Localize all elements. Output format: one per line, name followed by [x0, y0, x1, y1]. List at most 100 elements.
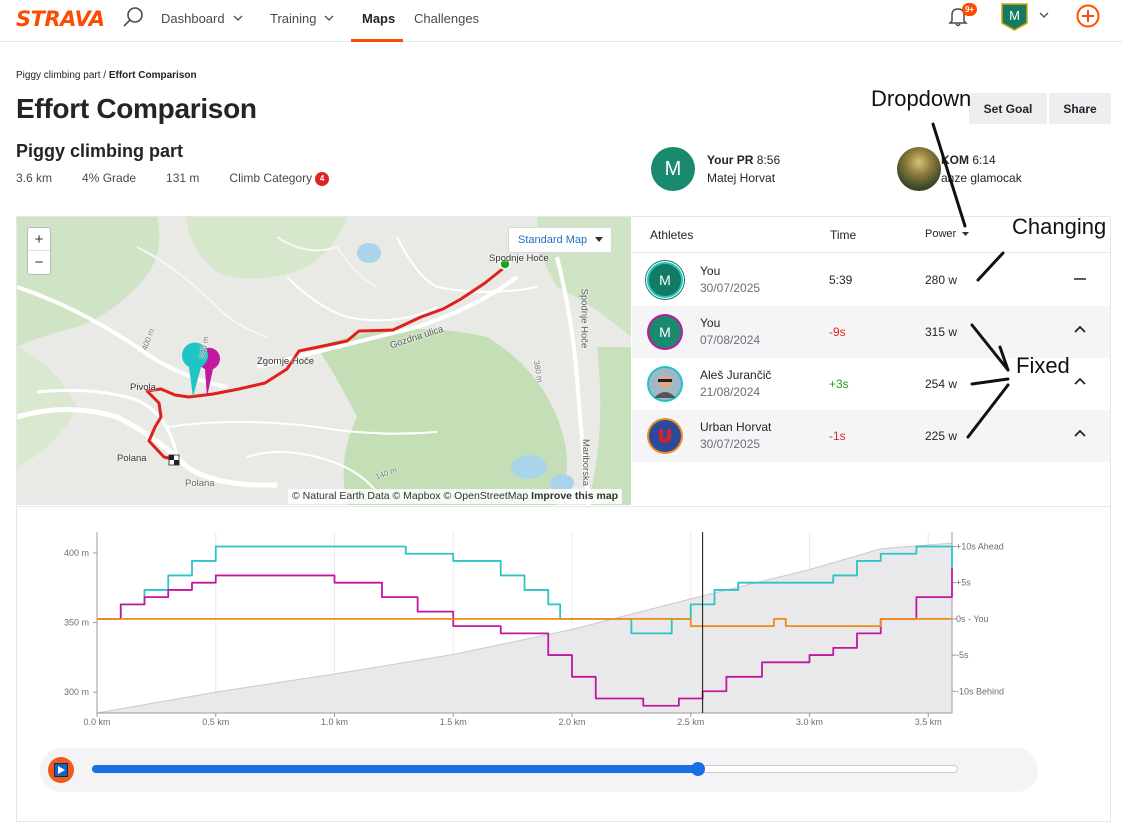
map-style-dropdown[interactable]: Standard Map [508, 227, 612, 253]
chevron-down-icon [325, 15, 334, 21]
plus-circle-icon[interactable] [1076, 4, 1100, 28]
annotation-dropdown: Dropdown [871, 86, 972, 111]
series-line-2 [97, 617, 952, 628]
nav-challenges[interactable]: Challenges [414, 9, 479, 27]
effort-power: 225 w [925, 429, 958, 443]
play-button[interactable] [48, 757, 74, 783]
table-row[interactable]: Aleš Jurančič 21/08/2024 +3s 254 w [632, 358, 1110, 410]
route-line [145, 265, 506, 461]
pr-time: 8:56 [756, 153, 781, 167]
kom-time: 6:14 [972, 153, 996, 167]
athlete-name[interactable]: You [700, 264, 721, 278]
zoom-out-button[interactable]: − [34, 254, 44, 271]
time-column-header: Time [830, 228, 857, 242]
effort-date: 07/08/2024 [700, 333, 761, 347]
chevron-down-icon [233, 15, 243, 21]
pr-label: Your PR [707, 153, 754, 167]
effort-power: 315 w [925, 325, 958, 339]
table-row[interactable]: M You 30/07/2025 5:39 280 w [632, 254, 1110, 306]
avatar: M [649, 316, 681, 348]
segment-grade: 4% Grade [82, 171, 137, 185]
x-tick-label: 0.0 km [83, 717, 110, 727]
effort-date: 30/07/2025 [700, 437, 761, 451]
set-goal-button[interactable]: Set Goal [969, 93, 1047, 124]
athlete-photo [654, 375, 676, 398]
breadcrumb-current: Effort Comparison [108, 70, 197, 81]
map-place-label: Spodnje Hoče [489, 253, 549, 264]
y-left-tick-label: 350 m [64, 618, 89, 628]
series-line-0 [97, 545, 953, 635]
annotation-fixed: Fixed [1016, 353, 1070, 378]
athlete-name[interactable]: You [700, 316, 721, 330]
breadcrumb-separator: / [100, 70, 109, 81]
x-tick-label: 1.0 km [321, 717, 348, 727]
y-right-tick-label: -5s [956, 650, 969, 660]
chevron-up-icon[interactable] [1072, 425, 1088, 441]
elevation-comparison-chart[interactable]: 0.0 km 0.5 km 1.0 km 1.5 km 2.0 km 2.5 km 3.0 … [17, 506, 1110, 736]
athlete-marker-teal [182, 342, 208, 397]
your-pr-card[interactable]: M Your PR 8:56 Matej Horvat [651, 147, 780, 191]
nav-training[interactable]: Training [270, 9, 334, 27]
x-tick-label: 3.0 km [796, 717, 823, 727]
table-row[interactable]: Urban Horvat 30/07/2025 -1s 225 w [632, 410, 1110, 462]
share-button[interactable]: Share [1049, 93, 1111, 124]
playback-scrubber-handle[interactable] [691, 762, 706, 776]
avatar [649, 420, 681, 452]
nav-maps-label: Maps [362, 10, 396, 26]
kom-label: KOM [941, 153, 969, 167]
nav-dashboard[interactable]: Dashboard [161, 9, 243, 27]
play-icon [54, 763, 68, 777]
finish-flag-icon [168, 454, 180, 466]
bell-icon[interactable] [947, 5, 969, 27]
nav-dashboard-label: Dashboard [161, 10, 225, 26]
climb-category-badge: 4 [315, 172, 330, 186]
chevron-up-icon[interactable] [1072, 373, 1088, 389]
avatar-letter: M [1009, 8, 1020, 23]
segment-elevation: 131 m [166, 171, 200, 185]
avatar-badge[interactable]: M [1001, 3, 1028, 31]
dash-icon[interactable] [1072, 269, 1088, 285]
zoom-in-button[interactable]: + [28, 228, 50, 251]
nav-training-label: Training [270, 10, 317, 26]
x-tick-label: 0.5 km [202, 717, 229, 727]
kom-athlete[interactable]: anze glamocak [941, 171, 1022, 185]
athlete-name[interactable]: Aleš Jurančič [700, 368, 772, 382]
y-left-tick-label: 400 m [64, 548, 89, 558]
breadcrumb-parent[interactable]: Piggy climbing part [16, 70, 101, 81]
pr-athlete[interactable]: Matej Horvat [707, 171, 776, 185]
y-right-tick-label: +10s Ahead [956, 541, 1004, 551]
your-pr-text: Your PR 8:56 Matej Horvat [707, 151, 780, 187]
segment-distance: 3.6 km [16, 171, 53, 185]
chevron-down-icon[interactable] [1039, 10, 1049, 20]
chevron-up-icon[interactable] [1072, 321, 1088, 337]
search-icon[interactable] [122, 5, 146, 29]
caret-down-icon [962, 231, 970, 236]
strava-logo[interactable]: STRAVA [16, 7, 105, 31]
notification-badge: 9+ [962, 3, 977, 16]
nav-challenges-label: Challenges [414, 10, 480, 26]
athlete-name[interactable]: Urban Horvat [700, 420, 772, 434]
map-attribution: © Natural Earth Data © Mapbox © OpenStre… [288, 489, 623, 504]
power-column-dropdown[interactable]: Power [925, 228, 970, 240]
power-column-label: Power [925, 228, 957, 240]
segment-title: Piggy climbing part [16, 141, 184, 161]
elevation-area [96, 542, 953, 714]
effort-power: 254 w [925, 377, 958, 391]
athletes-column-header: Athletes [650, 228, 694, 242]
avatar: M [651, 147, 695, 191]
effort-time-diff: -1s [829, 429, 846, 443]
x-tick-label: 2.5 km [677, 717, 704, 727]
kom-card[interactable]: KOM 6:14 anze glamocak [897, 147, 1022, 191]
nav-maps[interactable]: Maps [362, 9, 395, 27]
improve-map-link[interactable]: Improve this map [531, 490, 619, 502]
table-row[interactable]: M You 07/08/2024 -9s 315 w [632, 306, 1110, 358]
y-right-tick-label: 0s - You [956, 614, 989, 624]
series-line-1 [97, 568, 953, 707]
magnet-logo-icon [659, 429, 671, 443]
playback-progress [92, 765, 699, 773]
comparison-panel [16, 216, 1111, 822]
map-place-label: Zgornje Hoče [257, 356, 315, 367]
chart-canvas: 0.0 km 0.5 km 1.0 km 1.5 km 2.0 km 2.5 km 3.0 … [64, 532, 1004, 727]
kom-avatar [897, 147, 941, 191]
effort-time-diff: +3s [829, 377, 849, 391]
